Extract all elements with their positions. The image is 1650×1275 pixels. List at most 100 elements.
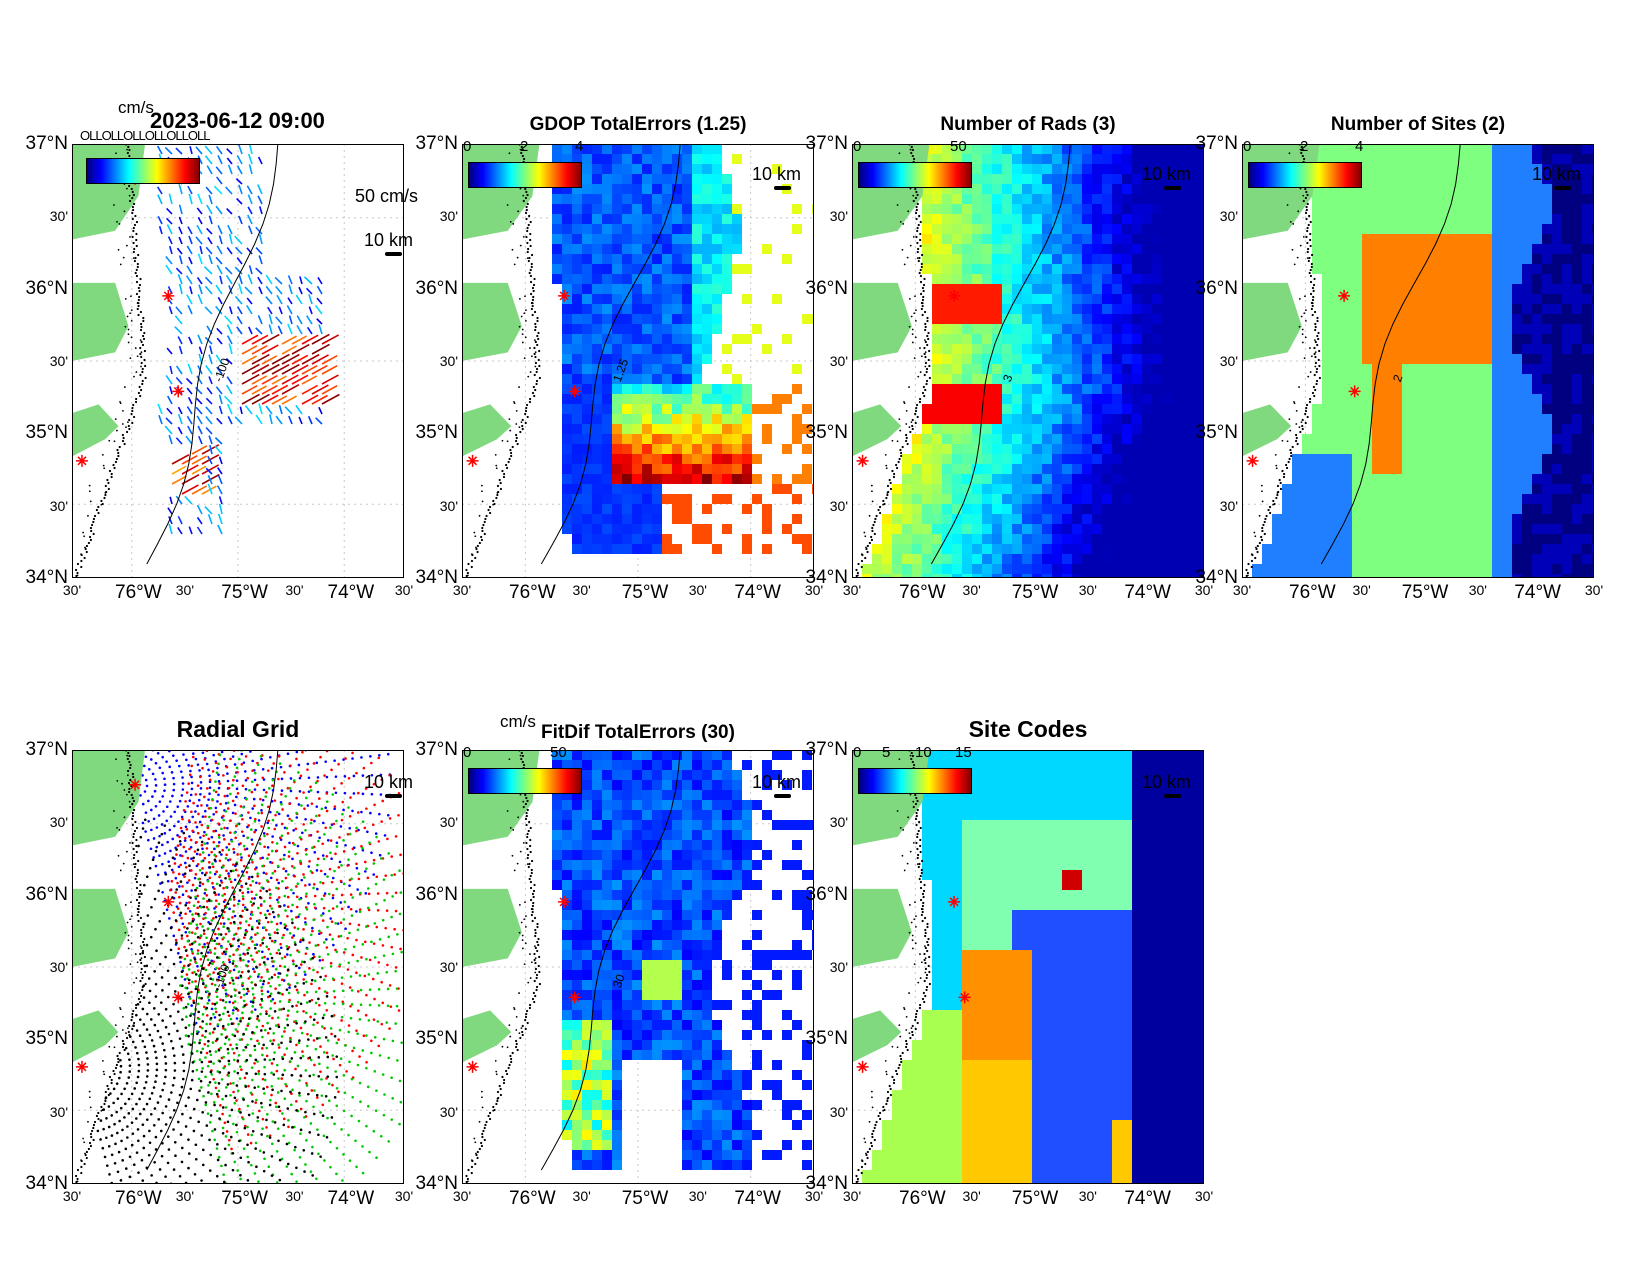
radial-point [168, 828, 172, 832]
heatmap-cell [1332, 154, 1342, 164]
coast-dot [882, 499, 885, 503]
vector-arrow [301, 353, 320, 365]
heatmap-cell [612, 184, 622, 194]
heatmap-cell [1492, 214, 1502, 224]
heatmap-cell [632, 334, 642, 344]
heatmap-cell [632, 194, 642, 204]
radial-point [179, 770, 183, 773]
heatmap-cell [1052, 434, 1062, 444]
heatmap-cell [1462, 544, 1472, 554]
land-patch [852, 282, 912, 361]
heatmap-cell [982, 224, 992, 234]
heatmap-cell [1532, 374, 1542, 384]
heatmap-cell [1352, 504, 1362, 514]
radial-point [242, 834, 245, 838]
radial-point [156, 751, 160, 755]
heatmap-cell [882, 524, 892, 534]
heatmap-cell [662, 194, 672, 204]
heatmap-cell [1492, 544, 1502, 554]
heatmap-cell [1072, 154, 1082, 164]
coast-dot [1309, 280, 1313, 284]
coast-dot [521, 418, 524, 422]
coast-dot [82, 531, 85, 534]
heatmap-cell [922, 424, 932, 434]
heatmap-cell [672, 354, 682, 364]
vector-arrow [178, 226, 183, 235]
radial-point [194, 810, 197, 813]
heatmap-cell [572, 394, 582, 404]
coast-dot [476, 544, 479, 548]
heatmap-cell [1412, 374, 1422, 384]
heatmap-cell [572, 284, 582, 294]
vector-arrow [255, 247, 263, 255]
heatmap-cell [1052, 184, 1062, 194]
heatmap-cell [1002, 564, 1012, 574]
heatmap-cell [1412, 314, 1422, 324]
heatmap-cell [1452, 304, 1462, 314]
heatmap-cell [1492, 504, 1502, 514]
heatmap-cell [922, 514, 932, 524]
heatmap-cell [1382, 344, 1392, 354]
heatmap-cell [1562, 354, 1572, 364]
heatmap-cell [1472, 314, 1482, 324]
coast-dot [1309, 397, 1312, 401]
heatmap-cell [982, 174, 992, 184]
coast-dot [1305, 190, 1308, 194]
heatmap-cell [602, 214, 612, 224]
heatmap-cell [612, 354, 622, 364]
heatmap-cell [1502, 204, 1512, 214]
heatmap-cell [1402, 454, 1412, 464]
coast-dot [502, 475, 506, 479]
heatmap-cell [1112, 204, 1122, 214]
heatmap-cell [592, 414, 602, 424]
heatmap-cell [1382, 524, 1392, 534]
heatmap-cell [562, 494, 572, 504]
coast-dot [129, 357, 132, 360]
heatmap-cell [1392, 524, 1402, 534]
heatmap-cell [1402, 554, 1412, 564]
heatmap-cell [1172, 354, 1182, 364]
heatmap-cell [1062, 164, 1072, 174]
coast-dot [488, 505, 492, 509]
heatmap-cell [1592, 504, 1594, 514]
heatmap-cell [702, 334, 712, 344]
coast-dot [535, 370, 538, 374]
coast-dot [1315, 382, 1318, 386]
heatmap-cell [1522, 234, 1532, 244]
heatmap-cell [1522, 334, 1532, 344]
vector-arrow [321, 393, 340, 405]
heatmap-cell [612, 324, 622, 334]
heatmap-cell [1362, 154, 1372, 164]
heatmap-cell [1122, 304, 1132, 314]
heatmap-cell [1192, 434, 1202, 444]
radial-point [150, 828, 153, 832]
coast-dot [141, 343, 145, 347]
heatmap-cell [722, 464, 732, 474]
heatmap-cell [1522, 194, 1532, 204]
heatmap-cell [1002, 244, 1012, 254]
vector-arrow [316, 285, 323, 295]
heatmap-cell [1442, 364, 1452, 374]
heatmap-cell [992, 574, 1002, 578]
heatmap-cell [1062, 274, 1072, 284]
heatmap-cell [582, 274, 592, 284]
coast-dot [919, 268, 922, 272]
heatmap-cell [572, 404, 582, 414]
radial-point [165, 760, 168, 764]
heatmap-cell [802, 474, 812, 484]
heatmap-cell [1362, 314, 1372, 324]
heatmap-cell [1092, 504, 1102, 514]
heatmap-cell [1582, 534, 1592, 544]
coast-dot [515, 436, 518, 440]
heatmap-cell [1502, 384, 1512, 394]
heatmap-cell [1292, 524, 1302, 534]
coast-dot [135, 244, 138, 248]
heatmap-cell [672, 184, 682, 194]
heatmap-cell [1522, 434, 1532, 444]
coast-dot [124, 298, 127, 300]
heatmap-cell [1542, 404, 1552, 414]
coast-dot [127, 328, 130, 331]
vector-arrow [288, 315, 293, 325]
heatmap-cell [1332, 234, 1342, 244]
heatmap-cell [622, 294, 632, 304]
